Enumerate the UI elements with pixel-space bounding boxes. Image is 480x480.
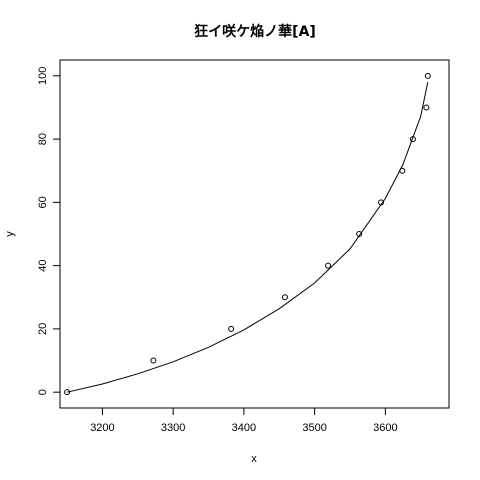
x-axis: 3200 3300 3400 3500 3600 — [90, 408, 398, 434]
data-point — [228, 325, 235, 332]
y-tick-label: 0 — [37, 389, 49, 395]
y-tick-label: 60 — [37, 196, 49, 208]
fit-curve — [66, 81, 429, 393]
data-point — [356, 231, 363, 237]
x-tick-label: 3200 — [90, 422, 114, 434]
x-tick-label: 3400 — [232, 422, 256, 434]
x-tick-label: 3300 — [161, 422, 185, 434]
x-tick-label: 3500 — [302, 422, 326, 434]
x-axis-label: x — [251, 453, 257, 465]
data-points — [64, 72, 431, 396]
y-tick-label: 20 — [37, 323, 49, 335]
data-point — [399, 167, 406, 174]
data-point — [409, 136, 416, 143]
chart-title: 狂イ咲ケ焔ノ華[A] — [194, 23, 316, 40]
y-tick-label: 100 — [37, 67, 49, 85]
data-point — [424, 72, 431, 79]
data-point — [325, 262, 332, 269]
x-tick-label: 3600 — [373, 422, 397, 434]
y-tick-label: 80 — [37, 133, 49, 145]
data-point — [64, 389, 71, 396]
data-point — [378, 199, 385, 206]
y-axis-label: y — [4, 231, 16, 237]
data-point — [423, 104, 430, 111]
data-point — [281, 294, 288, 301]
y-axis: 0 20 40 60 80 100 — [37, 67, 60, 395]
data-point — [150, 357, 157, 364]
y-tick-label: 40 — [37, 260, 49, 272]
plot-frame — [59, 59, 450, 409]
